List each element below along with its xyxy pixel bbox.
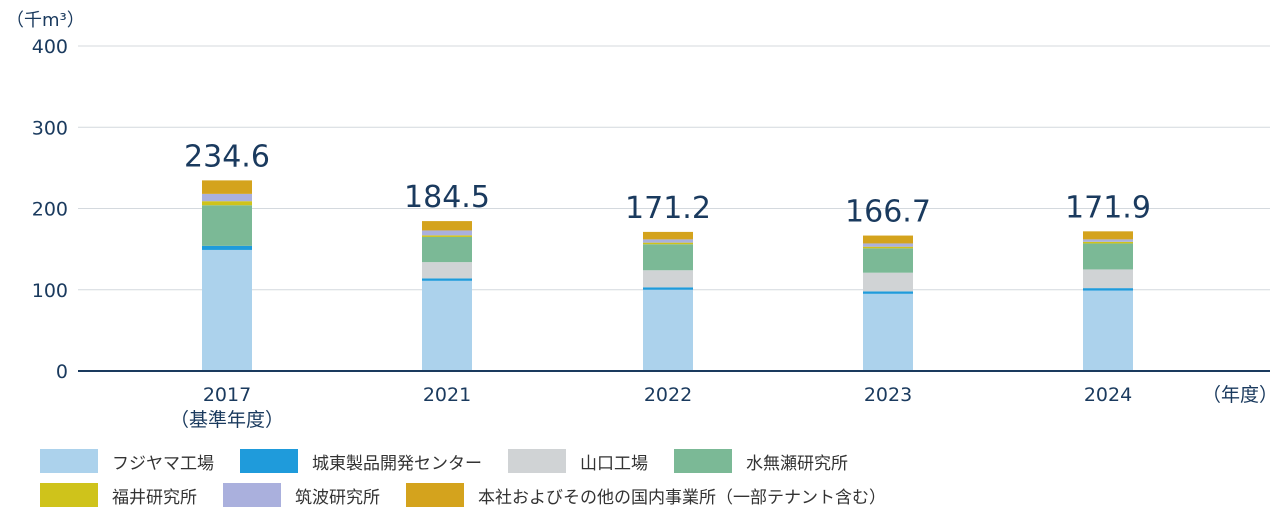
legend-swatch (40, 483, 98, 507)
legend-item: 筑波研究所 (223, 483, 380, 508)
bar-segment (643, 242, 693, 245)
bar-segment (863, 293, 913, 371)
legend-label: 山口工場 (580, 453, 648, 474)
legend-label: 城東製品開発センター (312, 453, 482, 474)
y-tick-label: 400 (32, 36, 68, 58)
legend-swatch (40, 449, 98, 473)
x-tick-label: 2017 (203, 384, 251, 406)
bar-segment (863, 246, 913, 249)
y-tick-label: 0 (56, 361, 68, 383)
total-label: 184.5 (404, 180, 490, 215)
legend-label: 本社およびその他の国内事業所（一部テナント含む） (478, 487, 886, 508)
bar-segment (1083, 239, 1133, 242)
bar-segment (643, 239, 693, 243)
bar-segment (643, 231, 693, 240)
legend-label: 筑波研究所 (295, 487, 380, 508)
bar-segment (863, 243, 913, 247)
total-label: 171.9 (1065, 190, 1151, 225)
bar-segment (1083, 241, 1133, 244)
bar-segment (422, 280, 472, 371)
legend-item: 山口工場 (508, 449, 648, 474)
x-tick-label: 2024 (1084, 384, 1132, 406)
bar-segment (422, 262, 472, 279)
total-label: 166.7 (845, 195, 931, 230)
legend-row: 福井研究所 筑波研究所 本社およびその他の国内事業所（一部テナント含む） (40, 479, 1260, 511)
axes: 0 100 200 300 400 2017 （基準年度） 2021 2022 2023 2024 (32, 36, 1270, 431)
bar-segment (1083, 288, 1133, 291)
legend-item: 城東製品開発センター (240, 449, 482, 474)
bar-segment (863, 235, 913, 244)
legend-label: フジヤマ工場 (112, 453, 214, 474)
bar-segment (1083, 290, 1133, 371)
legend-swatch (223, 483, 281, 507)
x-tick-label: 2021 (423, 384, 471, 406)
legend-swatch (674, 449, 732, 473)
y-tick-label: 200 (32, 199, 68, 221)
bar-segment (202, 249, 252, 371)
bar-segment (202, 201, 252, 206)
bar-segment (202, 245, 252, 250)
bar-segment (202, 180, 252, 194)
bar-segment (863, 291, 913, 294)
bar-segment (422, 230, 472, 236)
total-label: 234.6 (184, 139, 270, 174)
bar-segment (863, 272, 913, 292)
legend-item: 本社およびその他の国内事業所（一部テナント含む） (406, 483, 886, 508)
bar-segment (1083, 243, 1133, 270)
legend-row: フジヤマ工場 城東製品開発センター 山口工場 水無瀬研究所 (40, 445, 1260, 477)
legend-label: 水無瀬研究所 (746, 453, 848, 474)
bar-segment (202, 193, 252, 202)
bar-segment (643, 270, 693, 288)
legend-item: フジヤマ工場 (40, 449, 214, 474)
legend-swatch (406, 483, 464, 507)
bar-segment (422, 221, 472, 231)
total-label: 171.2 (625, 191, 711, 226)
legend: フジヤマ工場 城東製品開発センター 山口工場 水無瀬研究所福井研究所 筑波研究所 本社およ… (40, 445, 1260, 513)
legend-item: 水無瀬研究所 (674, 449, 848, 474)
legend-label: 福井研究所 (112, 487, 197, 508)
bar-segment (643, 289, 693, 371)
legend-swatch (508, 449, 566, 473)
bar-segment (1083, 231, 1133, 240)
x-tick-label: 2022 (644, 384, 692, 406)
bar-segment (422, 235, 472, 237)
bar-segment (422, 278, 472, 281)
x-axis-unit-label: （年度） (1202, 384, 1278, 406)
legend-swatch (240, 449, 298, 473)
bar-segment (863, 248, 913, 273)
bar-segment (643, 244, 693, 271)
legend-item: 福井研究所 (40, 483, 197, 508)
bar-segment (422, 236, 472, 263)
y-tick-label: 300 (32, 117, 68, 139)
bar-segment (202, 205, 252, 246)
bars: 234.6 184.5 171.2 166.7 171.9 (184, 139, 1151, 371)
bar-segment (643, 287, 693, 290)
bar-segment (1083, 269, 1133, 289)
y-axis-unit-label: （千m³） (6, 10, 85, 31)
x-tick-sublabel: （基準年度） (170, 409, 284, 431)
x-tick-label: 2023 (864, 384, 912, 406)
y-tick-label: 100 (32, 280, 68, 302)
